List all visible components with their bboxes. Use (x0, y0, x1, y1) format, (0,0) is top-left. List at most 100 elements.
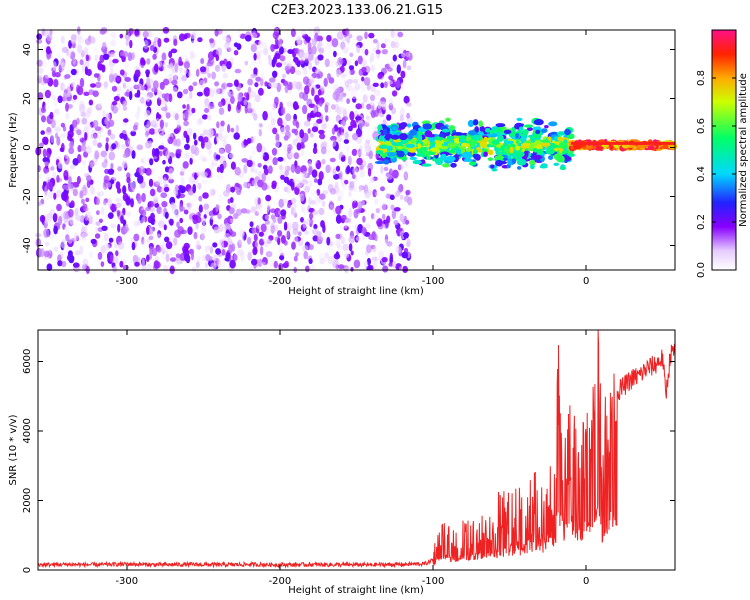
spectrogram-cell (59, 147, 64, 152)
y-tick-label: 20 (22, 92, 33, 105)
spectrogram-cell (529, 159, 536, 166)
spectrogram-cell (356, 35, 363, 42)
spectrogram-cell (392, 54, 397, 62)
spectrogram-cell (324, 104, 329, 113)
spectrogram-cell (80, 145, 87, 152)
spectrogram-cell (318, 171, 324, 181)
spectrogram-cell (58, 63, 65, 72)
spectrogram-cell (124, 77, 131, 82)
spectrogram-cell (72, 119, 78, 129)
spectrogram-cell (375, 191, 380, 197)
spectrogram-cell (192, 183, 197, 194)
spectrogram-cell (374, 89, 381, 97)
spectrogram-cell (137, 106, 141, 114)
spectrogram-cell (42, 136, 49, 145)
spectrogram-cell (371, 105, 375, 112)
spectrogram-cell (251, 146, 257, 155)
spectrogram-cell (335, 165, 341, 172)
spectrogram-cell (51, 70, 56, 78)
spectrogram-cell (272, 157, 278, 166)
spectrogram-cell (167, 136, 174, 145)
spectrogram-cell (491, 140, 500, 145)
spectrogram-cell (318, 100, 323, 107)
spectrogram-cell (201, 179, 208, 185)
snr-plot: -300 -200 -100 0 0 2000 4000 6000 Height of st… (8, 329, 676, 596)
spectrogram-cell (201, 171, 208, 178)
spectrogram-cell (335, 233, 341, 240)
spectrogram-cell (181, 40, 186, 47)
spectrogram-cell (60, 57, 64, 66)
spectrogram-cell (164, 134, 170, 141)
spectrogram-cell (176, 91, 183, 99)
spectrogram-cell (199, 66, 207, 73)
spectrogram-cell (473, 152, 479, 160)
x-tick-label: -300 (115, 276, 138, 287)
spectrogram-cell (354, 110, 358, 118)
spectrogram-cell (361, 76, 365, 82)
spectrogram-cell (384, 234, 389, 244)
spectrogram-cell (63, 211, 69, 220)
spectrogram-cell (44, 194, 50, 201)
spectrogram-cell (372, 82, 379, 88)
spectrogram-cell (364, 223, 371, 229)
spectrogram-cell (203, 129, 208, 136)
spectrogram-cell (336, 135, 343, 143)
spectrogram-cell (141, 258, 145, 268)
spectrogram-cell (161, 106, 168, 112)
spectrogram-cell (325, 115, 329, 122)
spectrogram-cell (348, 243, 353, 252)
spectrogram-cell (92, 119, 99, 129)
spectrogram-cell (97, 251, 103, 260)
spectrogram-cell (43, 228, 50, 238)
spectrogram-cell (351, 91, 358, 100)
spectrogram-cell (204, 261, 209, 269)
spectrogram-cell (45, 77, 50, 83)
spectrogram-cell (222, 190, 230, 197)
spectrogram-cell (166, 192, 173, 198)
spectrogram-cell (324, 58, 330, 68)
spectrogram-cell (124, 32, 131, 41)
spectrogram-cell (62, 223, 66, 230)
spectrogram-cell (46, 126, 52, 133)
spectrogram-cell (64, 153, 69, 159)
spectrogram-cell (348, 235, 356, 244)
spectrogram-cell (343, 252, 350, 258)
spectrogram-cell (380, 165, 384, 174)
spectrogram-cells (35, 26, 678, 275)
spectrogram-cell (340, 120, 347, 130)
spectrogram-cell (172, 91, 178, 97)
spectrogram-cell (188, 176, 195, 184)
spectrogram-cell (107, 180, 113, 190)
spectrogram-cell (72, 158, 79, 166)
spectrogram-cell (90, 185, 95, 195)
spectrogram-cell (458, 138, 465, 143)
spectrogram-cell (110, 31, 117, 38)
spectrogram-cell (347, 125, 353, 132)
spectrogram-cell (389, 98, 394, 106)
spectrogram-cell (233, 252, 240, 262)
spectrogram-cell (97, 102, 103, 108)
spectrogram-cell (70, 36, 77, 45)
spectrogram-cell (447, 142, 457, 149)
spectrogram-cell (57, 260, 63, 267)
spectrogram-cell (409, 156, 418, 161)
spectrogram-cell (258, 123, 263, 128)
spectrogram-cell (238, 235, 245, 245)
spectrogram-cell (176, 120, 181, 128)
spectrogram-cell (168, 72, 175, 78)
spectrogram-cell (141, 265, 147, 270)
spectrogram-cell (202, 255, 206, 262)
spectrogram-cell (253, 234, 258, 242)
spectrogram-cell (196, 91, 203, 97)
spectrogram-cell (165, 150, 171, 160)
spectrogram-cell (265, 251, 273, 258)
spectrogram-cell (228, 152, 235, 159)
spectrogram-cell (284, 224, 288, 231)
spectrogram-cell (109, 51, 115, 58)
spectrogram-cell (453, 132, 463, 136)
spectrogram-cell (399, 213, 404, 223)
spectrogram-cell (354, 60, 359, 67)
spectrogram-cell (354, 83, 361, 91)
spectrogram-cell (198, 154, 205, 161)
spectrogram-cell (93, 47, 98, 54)
